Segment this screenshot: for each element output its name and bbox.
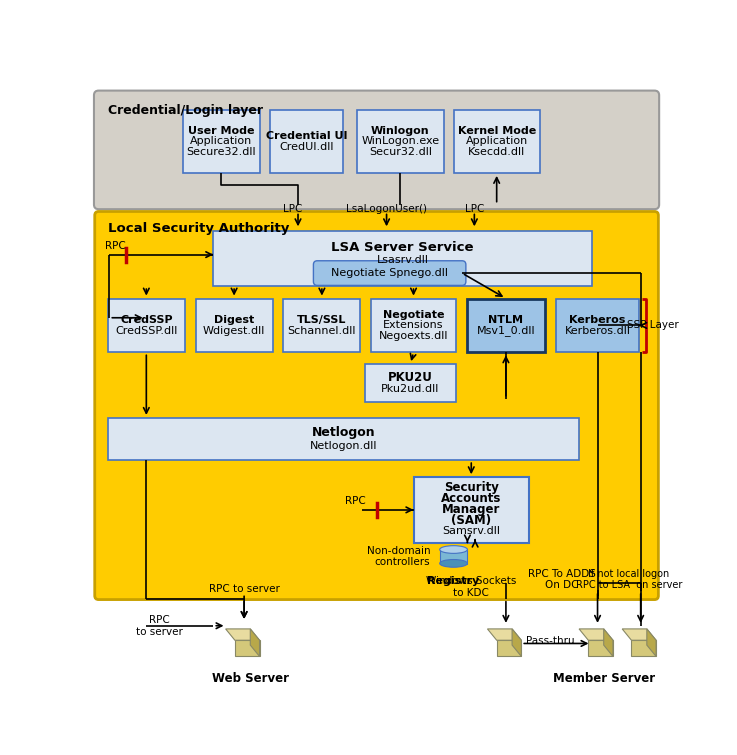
Polygon shape <box>604 629 613 656</box>
Text: Web Server: Web Server <box>212 672 289 685</box>
Text: Negotiate: Negotiate <box>383 310 444 319</box>
Bar <box>357 109 444 173</box>
Text: Credential UI: Credential UI <box>266 131 347 141</box>
Ellipse shape <box>440 546 467 553</box>
Text: Kernel Mode: Kernel Mode <box>458 125 536 136</box>
Polygon shape <box>497 640 521 656</box>
Text: Netlogon.dll: Netlogon.dll <box>310 441 377 451</box>
Text: Digest: Digest <box>214 315 254 325</box>
Text: LPC: LPC <box>283 204 302 214</box>
Polygon shape <box>251 629 259 656</box>
Text: CredSSP.dll: CredSSP.dll <box>115 326 178 336</box>
Text: Manager: Manager <box>442 503 500 516</box>
Text: Ksecdd.dll: Ksecdd.dll <box>468 147 525 157</box>
Text: Samsrv.dll: Samsrv.dll <box>442 526 500 536</box>
Bar <box>440 550 467 564</box>
Polygon shape <box>235 640 259 656</box>
Text: Accounts: Accounts <box>441 492 501 505</box>
Text: Kerberos: Kerberos <box>570 315 626 325</box>
Text: Pass-thru: Pass-thru <box>526 636 575 646</box>
Text: RPC To ADDS
On DC: RPC To ADDS On DC <box>528 569 596 590</box>
Text: Lsasrv.dll: Lsasrv.dll <box>377 255 429 265</box>
Text: Application: Application <box>190 137 252 146</box>
Bar <box>270 109 343 173</box>
Polygon shape <box>226 629 259 640</box>
Text: TLS/SSL: TLS/SSL <box>297 315 346 325</box>
Polygon shape <box>647 629 656 656</box>
Bar <box>108 298 185 353</box>
Bar <box>284 298 360 353</box>
Text: Windows Sockets
to KDC: Windows Sockets to KDC <box>426 577 517 598</box>
Text: Registry: Registry <box>427 576 480 586</box>
Bar <box>365 364 456 402</box>
Ellipse shape <box>440 559 467 567</box>
Text: Security: Security <box>444 482 499 495</box>
Text: Pku2ud.dll: Pku2ud.dll <box>381 384 440 394</box>
FancyBboxPatch shape <box>313 260 466 285</box>
Text: Kerberos.dll: Kerberos.dll <box>565 326 631 336</box>
Bar <box>195 298 273 353</box>
Text: RPC: RPC <box>346 495 366 506</box>
Text: RPC
to server: RPC to server <box>136 615 183 636</box>
Bar <box>213 231 592 286</box>
Text: NTLM: NTLM <box>489 315 523 325</box>
Bar <box>108 418 579 461</box>
Text: Secur32.dll: Secur32.dll <box>369 147 432 157</box>
Text: LPC: LPC <box>464 204 484 214</box>
Text: SSP Layer: SSP Layer <box>627 320 679 331</box>
Text: CredUI.dll: CredUI.dll <box>279 142 334 152</box>
Bar <box>413 477 529 543</box>
Text: Netlogon: Netlogon <box>312 427 375 439</box>
Text: LsaLogonUser(): LsaLogonUser() <box>346 204 427 214</box>
Text: Credential/Login layer: Credential/Login layer <box>108 104 263 118</box>
Polygon shape <box>512 629 521 656</box>
Bar <box>556 298 639 353</box>
Text: Negotiate Spnego.dll: Negotiate Spnego.dll <box>331 268 448 278</box>
Bar <box>183 109 259 173</box>
Text: Schannel.dll: Schannel.dll <box>287 326 356 336</box>
Text: LSA Server Service: LSA Server Service <box>332 241 474 254</box>
FancyBboxPatch shape <box>94 91 659 209</box>
Text: Extensions: Extensions <box>383 320 444 331</box>
Bar <box>453 109 539 173</box>
Text: Negoexts.dll: Negoexts.dll <box>379 331 448 341</box>
Text: Winlogon: Winlogon <box>371 125 430 136</box>
Text: (SAM): (SAM) <box>451 513 492 527</box>
Text: User Mode: User Mode <box>188 125 254 136</box>
Text: Local Security Authority: Local Security Authority <box>108 222 289 236</box>
Text: Application: Application <box>466 137 528 146</box>
Text: Member Server: Member Server <box>553 672 654 685</box>
Text: WinLogon.exe: WinLogon.exe <box>361 137 439 146</box>
FancyBboxPatch shape <box>95 211 658 599</box>
Polygon shape <box>622 629 656 640</box>
Text: Non-domain
controllers: Non-domain controllers <box>367 546 430 567</box>
Text: Wdigest.dll: Wdigest.dll <box>203 326 265 336</box>
Polygon shape <box>487 629 521 640</box>
Polygon shape <box>632 640 656 656</box>
Bar <box>467 298 545 353</box>
Text: Msv1_0.dll: Msv1_0.dll <box>477 325 535 336</box>
Polygon shape <box>579 629 613 640</box>
Text: If not local logon
RPC to LSA  on server: If not local logon RPC to LSA on server <box>576 569 682 590</box>
Text: CredSSP: CredSSP <box>120 315 172 325</box>
Text: Secure32.dll: Secure32.dll <box>186 147 256 157</box>
Bar <box>371 298 456 353</box>
Text: RPC: RPC <box>105 241 125 251</box>
Text: RPC to server: RPC to server <box>209 584 279 593</box>
Text: PKU2U: PKU2U <box>388 371 433 384</box>
Polygon shape <box>588 640 613 656</box>
